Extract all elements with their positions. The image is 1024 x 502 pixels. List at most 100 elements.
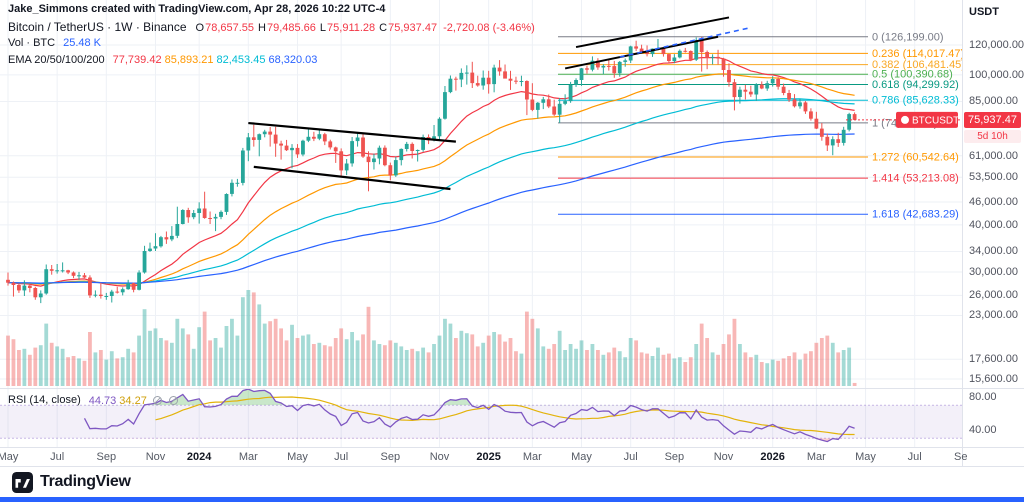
trendline[interactable] <box>619 26 752 58</box>
candle <box>322 134 327 142</box>
rsi-label: RSI (14, close) <box>8 394 81 406</box>
change-value: -2,720.08 (-3.46%) <box>443 22 535 34</box>
time-axis-separator <box>0 447 1024 448</box>
trendline[interactable] <box>253 165 451 191</box>
candle <box>202 208 207 218</box>
time-tick-label: Jul <box>623 451 638 463</box>
candle <box>333 147 338 152</box>
candle <box>109 291 114 296</box>
candle <box>17 285 21 291</box>
ema-100-line <box>8 98 855 285</box>
trendline[interactable] <box>575 16 730 49</box>
time-axis[interactable]: May Jul Sep Nov 2024 Mar May Jul Sep Nov 2025 Mar Ma… <box>0 448 968 466</box>
candle <box>699 40 704 52</box>
candle <box>716 56 720 59</box>
ohlc-value: 79,485.66 <box>266 22 316 34</box>
candle <box>508 78 513 81</box>
candle <box>721 58 726 70</box>
price-tick-label: 23,000.00 <box>969 309 1018 322</box>
candle <box>470 72 475 84</box>
time-tick-label: Sep <box>954 451 968 463</box>
rsi-line <box>83 388 855 443</box>
price-axis[interactable]: USDT 75,937.47 5d 10h 120,000.00 100,000.… <box>963 0 1024 447</box>
candle <box>798 102 802 107</box>
ohlc-value: 78,657.55 <box>205 22 255 34</box>
rsi-circle-icon[interactable] <box>168 395 179 406</box>
candle <box>830 139 835 146</box>
candle <box>787 93 791 100</box>
candle <box>33 288 38 298</box>
candle <box>213 216 218 219</box>
candle <box>852 114 857 120</box>
candle <box>481 77 486 86</box>
candle <box>164 237 169 240</box>
time-tick-label: 2025 <box>476 451 501 463</box>
time-tick-label: Mar <box>806 451 826 463</box>
tradingview-logo-icon[interactable] <box>12 471 33 493</box>
candle <box>262 131 267 135</box>
tradingview-wordmark[interactable]: TradingView <box>40 473 131 490</box>
price-tick-label: 61,000.00 <box>969 149 1018 162</box>
candle <box>159 237 163 247</box>
candle <box>175 224 180 236</box>
candle <box>22 285 27 291</box>
symbol-title: Bitcoin / TetherUS · 1W · Binance <box>8 20 187 34</box>
trendline[interactable] <box>248 121 456 143</box>
candle <box>393 160 398 176</box>
candle <box>415 150 420 151</box>
chart-plot-area[interactable]: 0 (126,199.00) 0.236 (114,017.47)0.382 (1… <box>0 0 962 447</box>
last-price-badge: 75,937.47 <box>964 112 1021 128</box>
time-tick-label: May <box>855 451 876 463</box>
rsi-ma-line <box>155 396 855 436</box>
candle <box>579 68 584 80</box>
candle <box>759 84 764 89</box>
candle <box>366 156 371 163</box>
candle <box>235 182 240 184</box>
price-tick-label: 53,500.00 <box>969 171 1018 184</box>
footer-bar: TradingView <box>0 467 1024 497</box>
candle <box>197 208 202 213</box>
time-tick-label: Sep <box>664 451 685 463</box>
candle <box>404 143 409 149</box>
volume-bars <box>6 290 857 386</box>
price-tick-label: 26,000.00 <box>969 289 1018 302</box>
symbol-legend-row[interactable]: Bitcoin / TetherUS · 1W · Binance O78,65… <box>8 18 535 36</box>
candle <box>432 136 436 141</box>
ema-legend-row[interactable]: EMA 20/50/100/200 77,739.42 85,893.21 82,4… <box>8 50 535 68</box>
rsi-circle-icon[interactable] <box>152 395 163 406</box>
candle <box>301 140 305 155</box>
candle <box>115 291 120 293</box>
candle <box>732 82 737 98</box>
candle <box>421 137 426 150</box>
candle <box>290 147 294 151</box>
price-tick-label: 17,600.00 <box>969 353 1018 366</box>
fib-label: 0.5 (100,390.68) <box>872 69 953 81</box>
candle <box>623 60 628 62</box>
time-tick-label: 2024 <box>186 451 212 463</box>
candle <box>781 86 786 93</box>
candle <box>661 48 666 55</box>
candle <box>219 211 223 217</box>
fib-label: 1.272 (60,542.64) <box>872 151 959 163</box>
pane-separator[interactable] <box>0 388 1024 389</box>
candle <box>650 48 655 55</box>
rsi-legend-row[interactable]: RSI (14, close) 44.73 34.27 <box>8 391 179 409</box>
candle <box>120 289 125 293</box>
price-axis-border <box>962 0 963 466</box>
candle <box>694 40 699 60</box>
rsi-tick-label: 40.00 <box>969 424 997 436</box>
candle <box>738 89 742 97</box>
candles <box>6 36 857 304</box>
candle <box>530 99 535 110</box>
candle <box>350 141 355 164</box>
candle <box>497 67 502 72</box>
fib-label: 0.618 (94,299.92) <box>872 79 959 91</box>
candle <box>503 71 507 79</box>
candle <box>568 85 573 102</box>
price-tick-label: 120,000.00 <box>969 39 1024 51</box>
ohlc-value: 75,911.28 <box>327 22 376 34</box>
candle <box>546 99 551 107</box>
candle <box>524 81 529 100</box>
volume-legend-row[interactable]: Vol · BTC 25.48 K <box>8 37 535 49</box>
